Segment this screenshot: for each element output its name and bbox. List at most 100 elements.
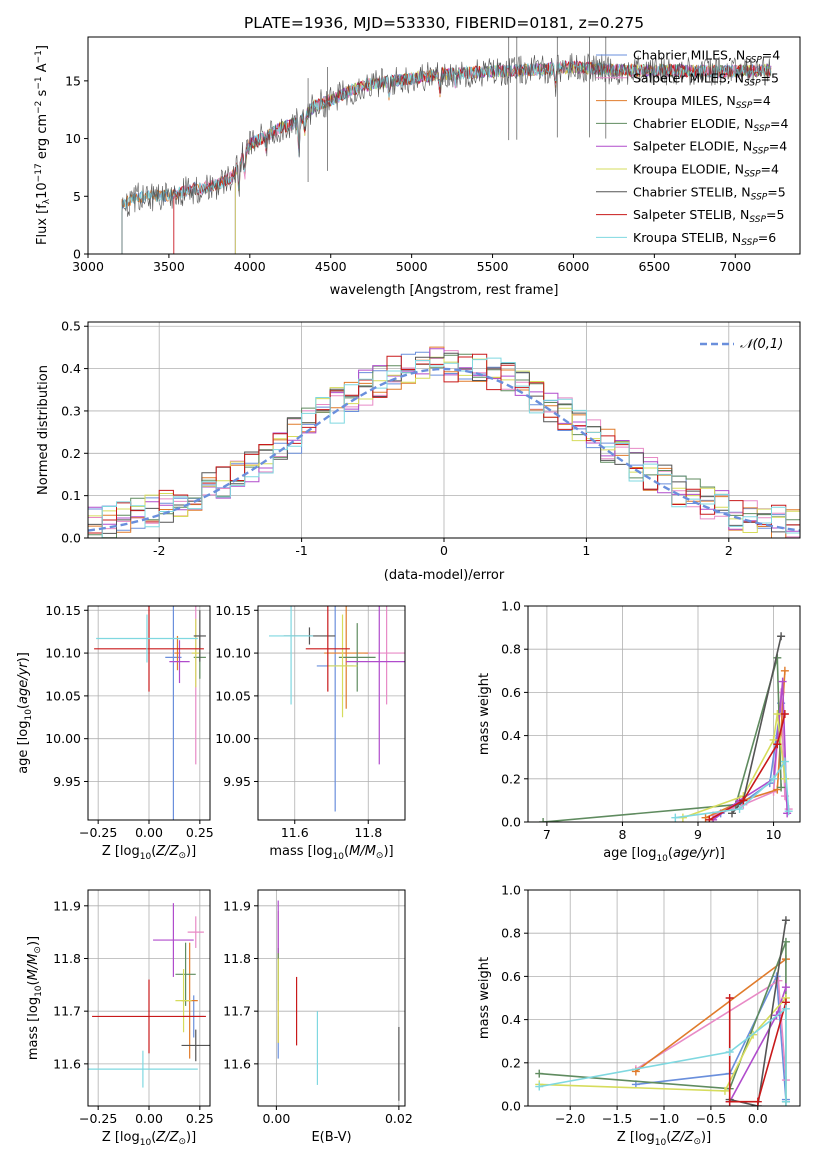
legend-entry: Salpeter ELODIE, NSSP=4 xyxy=(633,139,787,157)
y-tick-label: 10.00 xyxy=(215,731,251,746)
x-tick-label: 6500 xyxy=(638,259,670,274)
weight-marker xyxy=(753,1097,762,1106)
plot-body-residuals xyxy=(88,346,800,538)
frame-weight-vs-metallicity: −2.0 −1.5 −1.0 −0.5 0.0 0.0 0.2 0.4 0.6 0.8 1.0 Z [… xyxy=(477,883,801,1148)
axes-mass-vs-extinction xyxy=(258,890,405,1106)
frame-weight-vs-age: 7 8 9 10 0.0 0.2 0.4 0.6 0.8 1.0 age [log10(age/yr… xyxy=(477,599,801,864)
weight-marker xyxy=(671,813,680,822)
legend-nssp: 4 xyxy=(763,93,771,108)
legend-nssp: 5 xyxy=(776,207,784,222)
plot-body-age-vs-metallicity xyxy=(94,606,206,820)
y-tick-label: 10.05 xyxy=(45,688,81,703)
frame-age-vs-metallicity: −0.25 0.00 0.25 9.95 10.00 10.05 10.10 10.15 Z [… xyxy=(16,603,214,862)
weight-marker xyxy=(725,1097,734,1106)
x-tick-label: 2 xyxy=(725,543,733,558)
weight-marker xyxy=(781,916,790,925)
y-tick-label: 0.1 xyxy=(61,488,81,503)
weight-marker xyxy=(535,1069,544,1078)
x-tick-label: −0.25 xyxy=(79,1111,117,1126)
plot-body-age-vs-mass xyxy=(269,606,405,812)
weight-marker xyxy=(780,710,789,718)
y-tick-label: 15 xyxy=(65,73,81,88)
figure-title: PLATE=1936, MJD=53330, FIBERID=0181, z=0… xyxy=(244,14,644,32)
x-axis-label: mass [log10(M/M⊙)] xyxy=(269,844,393,862)
x-tick-label: 5500 xyxy=(477,259,509,274)
y-axis-label: mass [log10(M/M⊙)] xyxy=(26,936,44,1060)
y-tick-label: 0.4 xyxy=(61,361,81,376)
y-axis-label: age [log10(age/yr)] xyxy=(16,652,34,774)
weight-marker xyxy=(739,796,748,805)
x-tick-label: 0.25 xyxy=(186,1111,214,1126)
weight-marker xyxy=(773,710,782,718)
y-tick-label: 0 xyxy=(73,247,81,262)
y-tick-label: 11.7 xyxy=(223,1004,251,1019)
weight-marker xyxy=(725,1048,734,1056)
frame-residuals: -2 -1 0 1 2 0.0 0.1 0.2 0.3 0.4 0.5 𝒩(0,1) (data-mod… xyxy=(36,319,801,583)
x-tick-label: −1.0 xyxy=(649,1111,679,1126)
x-tick-label: −1.5 xyxy=(602,1111,632,1126)
x-tick-label: 8 xyxy=(618,827,626,842)
weight-series xyxy=(635,958,787,1073)
x-tick-label: 0.00 xyxy=(135,1111,163,1126)
y-tick-label: 11.8 xyxy=(53,951,81,966)
frame-mass-vs-extinction: 0.00 0.02 11.6 11.7 11.8 11.9 E(B-V) xyxy=(223,889,413,1145)
x-tick-label: 0.00 xyxy=(262,1111,290,1126)
weight-marker xyxy=(778,677,787,686)
y-tick-label: 0.4 xyxy=(501,728,521,743)
x-tick-label: 4500 xyxy=(315,259,347,274)
weight-marker xyxy=(774,976,783,985)
legend-entry: Kroupa STELIB, NSSP=6 xyxy=(633,230,776,248)
weight-marker xyxy=(781,1004,790,1013)
weight-marker xyxy=(777,783,786,792)
x-axis-label: Z [log10(Z/Z⊙)] xyxy=(617,1130,711,1148)
y-tick-label: 0.2 xyxy=(501,771,521,786)
weight-marker xyxy=(777,632,786,641)
histogram-series xyxy=(88,353,800,534)
weight-series xyxy=(539,997,787,1092)
legend-entry: Chabrier MILES, NSSP=4 xyxy=(633,48,780,66)
axes-residuals xyxy=(88,322,800,539)
x-tick-label: 0.00 xyxy=(135,825,163,840)
spectrum-line xyxy=(121,53,772,254)
plot-body-mass-vs-extinction xyxy=(277,900,400,1101)
legend-entry: Salpeter MILES, NSSP=5 xyxy=(633,70,779,88)
y-tick-label: 0.8 xyxy=(501,926,521,941)
weight-marker xyxy=(773,740,782,749)
x-tick-label: −0.5 xyxy=(696,1111,726,1126)
histogram-series xyxy=(88,357,800,538)
weight-series xyxy=(635,973,787,1100)
x-tick-label: 7 xyxy=(543,827,551,842)
plot-body-weight-vs-age xyxy=(539,632,793,822)
y-tick-label: 0.8 xyxy=(501,642,521,657)
legend-model-name: Chabrier ELODIE xyxy=(633,116,736,131)
axes-frame xyxy=(257,605,406,821)
y-tick-label: 0.2 xyxy=(501,1055,521,1070)
plot-body-mass-vs-metallicity xyxy=(88,903,210,1088)
x-axis-label: E(B-V) xyxy=(311,1130,351,1145)
y-tick-label: 0.2 xyxy=(61,446,81,461)
axes-spectrum xyxy=(121,37,772,254)
x-tick-label: −2.0 xyxy=(555,1111,585,1126)
y-tick-label: 0.6 xyxy=(501,969,521,984)
x-tick-label: 3500 xyxy=(153,259,185,274)
y-tick-label: 0.0 xyxy=(501,1099,521,1114)
axes-weight-vs-age xyxy=(528,605,800,823)
y-tick-label: 0.6 xyxy=(501,685,521,700)
legend-model-name: Salpeter ELODIE xyxy=(633,139,735,154)
y-tick-label: 10.10 xyxy=(215,646,251,661)
weight-marker xyxy=(535,1082,544,1091)
legend-model-name: Chabrier MILES xyxy=(633,48,728,63)
weight-series xyxy=(539,1007,787,1102)
x-tick-label: 6000 xyxy=(558,259,590,274)
legend-model-name: Chabrier STELIB xyxy=(633,184,733,199)
legend-nssp: 4 xyxy=(772,48,780,63)
y-tick-label: 0.5 xyxy=(61,319,81,334)
x-axis-label: Z [log10(Z/Z⊙)] xyxy=(102,1130,196,1148)
weight-marker xyxy=(735,805,744,814)
axes-age-vs-metallicity xyxy=(88,606,210,820)
legend-model-name: Kroupa STELIB xyxy=(633,230,724,245)
y-tick-label: 11.6 xyxy=(53,1056,81,1071)
y-tick-label: 10.10 xyxy=(45,646,81,661)
y-tick-label: 10.05 xyxy=(215,688,251,703)
